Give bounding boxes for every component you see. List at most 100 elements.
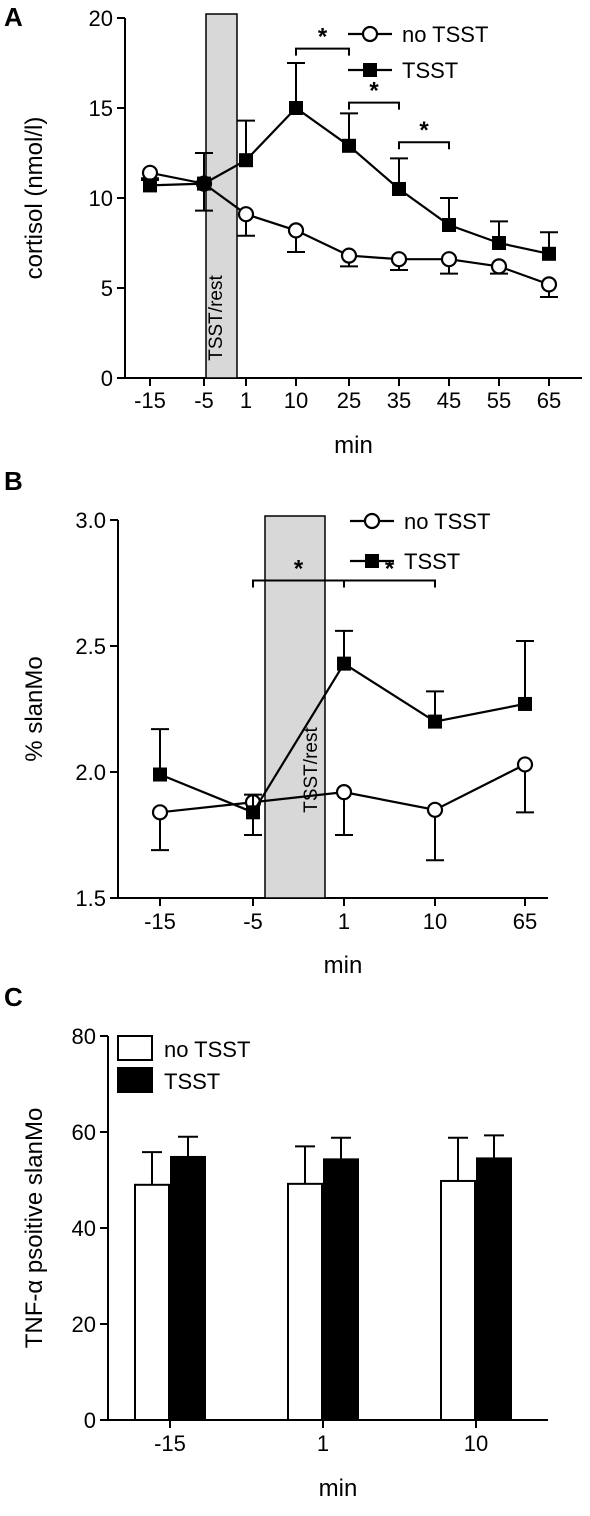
series-tsst <box>141 62 558 261</box>
x-axis-label: min <box>319 1475 358 1502</box>
series-tsst <box>170 1134 512 1422</box>
y-tick-label: 2.5 <box>75 634 106 659</box>
panel-letter-C: C <box>4 982 23 1012</box>
x-tick-label: -5 <box>194 388 214 413</box>
data-point <box>246 805 260 820</box>
bar <box>287 1182 323 1421</box>
data-point <box>143 178 157 193</box>
x-tick-label: -15 <box>154 1431 186 1456</box>
series-no-tsst <box>141 164 558 298</box>
data-point <box>151 804 169 821</box>
bar <box>440 1179 476 1421</box>
y-tick-label: 2.0 <box>75 760 106 785</box>
data-point <box>518 696 532 711</box>
series-tsst <box>151 629 534 820</box>
x-tick-label: 65 <box>513 909 537 934</box>
data-point <box>335 784 353 801</box>
legend-marker <box>361 25 379 43</box>
x-tick-label: -15 <box>134 388 166 413</box>
y-tick-label: 20 <box>89 6 113 31</box>
y-tick-label: 15 <box>89 96 113 121</box>
data-point <box>239 153 253 168</box>
panel-A: A 0 5 10 15 20 -15 -5 1 10 25 35 45 55 65 min cortisol (… <box>4 2 582 459</box>
bar <box>170 1155 206 1421</box>
significance-star: * <box>369 78 379 105</box>
legend-label: TSST <box>164 1069 220 1094</box>
data-point <box>287 222 305 239</box>
x-tick-label: 45 <box>437 388 461 413</box>
legend-swatch <box>117 1035 153 1061</box>
significance-star: * <box>419 117 429 144</box>
tsst-rest-band-label: TSST/rest <box>301 727 322 813</box>
data-point <box>442 218 456 232</box>
significance-bracket <box>398 141 450 150</box>
legend-label: no TSST <box>404 509 490 534</box>
data-point <box>197 176 211 191</box>
y-tick-label: 1.5 <box>75 886 106 911</box>
x-tick-label: 1 <box>338 909 350 934</box>
legend-label: no TSST <box>164 1037 250 1062</box>
panel-letter-A: A <box>4 2 23 32</box>
data-point <box>392 182 406 196</box>
data-point <box>426 801 444 818</box>
legend-label: TSST <box>402 58 458 83</box>
legend-marker <box>363 512 381 530</box>
x-tick-label: 35 <box>387 388 411 413</box>
x-tick-label: 10 <box>284 388 308 413</box>
x-tick-label: 25 <box>337 388 361 413</box>
significance-star: * <box>385 555 395 582</box>
series-no-tsst <box>134 1136 476 1422</box>
legend-label: no TSST <box>402 22 488 47</box>
data-point <box>153 767 167 782</box>
significance-star: * <box>318 24 328 51</box>
data-point <box>141 164 159 181</box>
legend-swatch <box>117 1067 153 1093</box>
data-point <box>340 247 358 264</box>
x-tick-label: -15 <box>144 909 176 934</box>
panel-C: C 0 20 40 60 80 -15 1 10 min TNF-α psoitive slanMo… <box>4 982 548 1502</box>
data-point <box>428 714 442 729</box>
significance-star: * <box>294 555 304 582</box>
significance-bracket <box>343 579 436 588</box>
y-tick-label: 3.0 <box>75 508 106 533</box>
significance-bracket <box>295 47 350 56</box>
bar <box>134 1183 170 1422</box>
bar <box>476 1157 512 1422</box>
x-tick-label: -5 <box>243 909 263 934</box>
data-point <box>516 756 534 773</box>
y-tick-label: 10 <box>89 186 113 211</box>
data-point <box>490 258 508 275</box>
y-tick-label: 80 <box>72 1024 96 1049</box>
bar <box>323 1158 359 1421</box>
x-tick-label: 55 <box>487 388 511 413</box>
legend-marker <box>365 554 379 568</box>
data-point <box>237 206 255 223</box>
legend-label: TSST <box>404 549 460 574</box>
panel-letter-B: B <box>4 466 23 496</box>
data-point <box>289 101 303 115</box>
y-tick-label: 40 <box>72 1216 96 1241</box>
y-tick-label: 0 <box>84 1408 96 1433</box>
tsst-rest-band-label: TSST/rest <box>206 275 227 361</box>
y-tick-label: 5 <box>101 276 113 301</box>
x-axis-label: min <box>334 432 373 459</box>
x-tick-label: 65 <box>537 388 561 413</box>
panel-B: B 1.5 2.0 2.5 3.0 -15 -5 1 10 65 min % slanMo TSST/r… <box>4 466 548 979</box>
x-tick-label: 1 <box>317 1431 329 1456</box>
legend-marker <box>363 63 377 77</box>
significance-bracket <box>348 101 400 110</box>
data-point <box>342 138 356 153</box>
data-point <box>492 236 506 250</box>
x-tick-label: 10 <box>464 1431 488 1456</box>
y-tick-label: 0 <box>101 366 113 391</box>
data-point <box>390 251 408 268</box>
y-axis-label: TNF-α psoitive slanMo <box>21 1108 48 1349</box>
data-point <box>540 276 558 293</box>
y-axis-label: % slanMo <box>21 656 48 761</box>
data-point <box>337 656 351 671</box>
x-tick-label: 10 <box>423 909 447 934</box>
x-axis-label: min <box>324 952 363 979</box>
series-no-tsst <box>151 756 534 862</box>
y-axis-label: cortisol (nmol/l) <box>21 117 48 280</box>
